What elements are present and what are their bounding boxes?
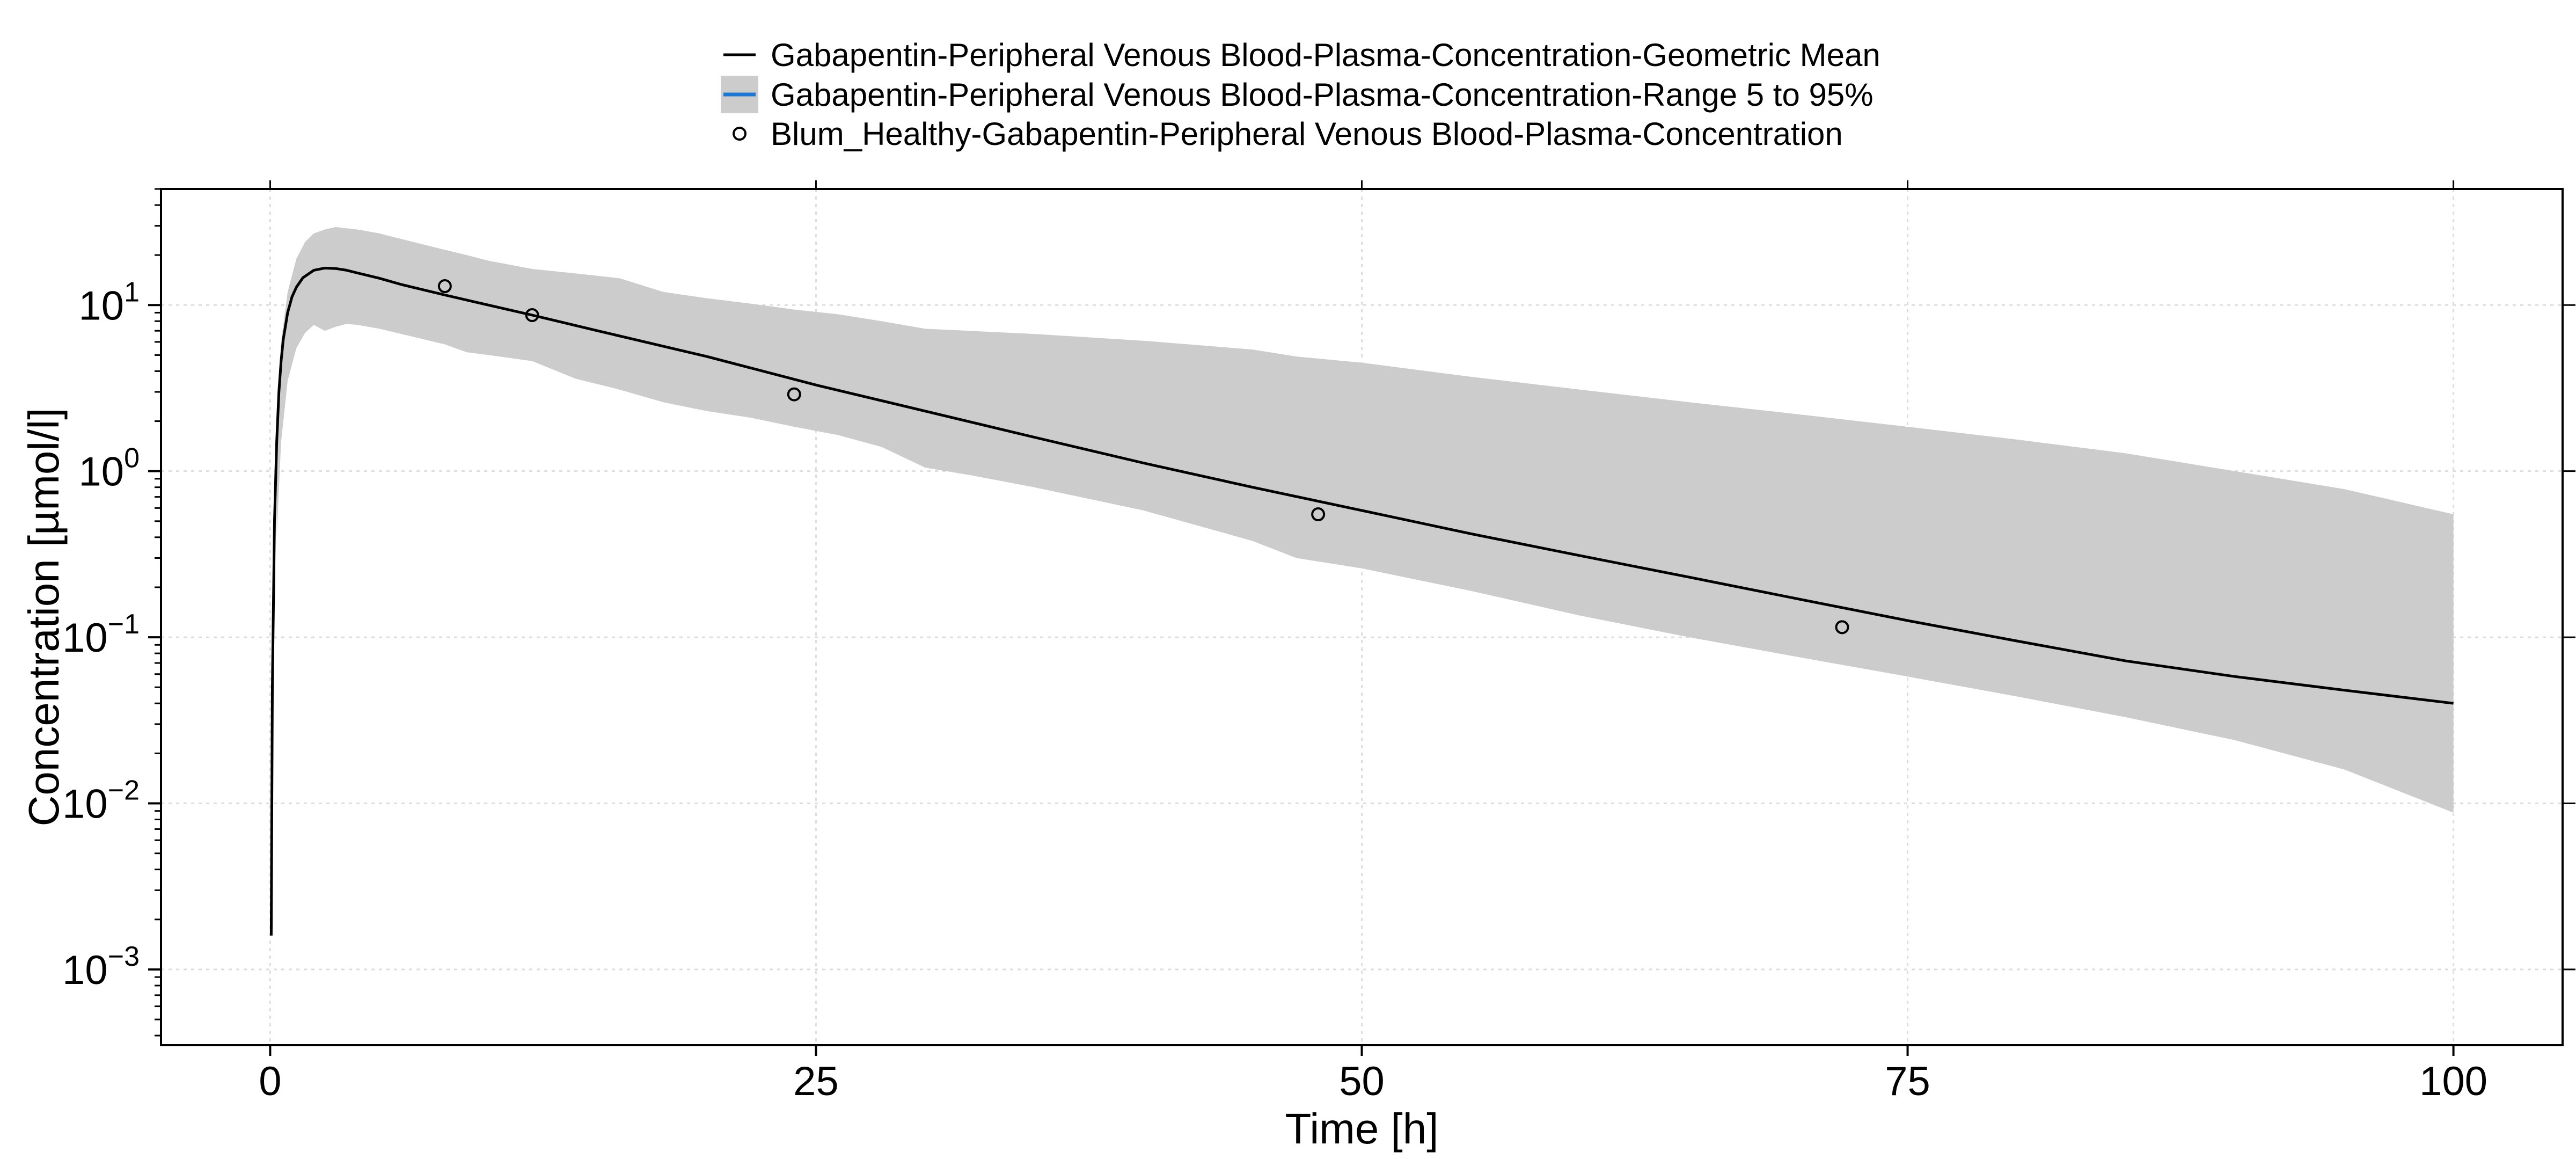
y-tick-label-2: 10−1 — [62, 609, 140, 661]
y-tick-label-0: 10−3 — [62, 941, 140, 993]
y-tick-label-exponent: 0 — [124, 443, 140, 474]
legend-label-geometric-mean: Gabapentin-Peripheral Venous Blood-Plasm… — [771, 37, 1880, 73]
legend: Gabapentin-Peripheral Venous Blood-Plasm… — [721, 37, 1880, 152]
legend-entry-range: Gabapentin-Peripheral Venous Blood-Plasm… — [721, 76, 1874, 113]
y-tick-label-base: 10 — [79, 283, 125, 329]
y-tick-label-3: 100 — [79, 443, 140, 495]
x-axis: 0 25 50 75 100 — [259, 180, 2487, 1104]
observed-points-layer — [437, 279, 1849, 635]
observed-point-4 — [1835, 620, 1849, 635]
y-tick-label-base: 10 — [62, 782, 108, 827]
observed-point-3 — [1311, 507, 1326, 522]
observed-point-1 — [525, 308, 539, 322]
legend-circle-symbol — [733, 127, 747, 141]
x-axis-title: Time [h] — [1285, 1105, 1439, 1153]
legend-label-observed: Blum_Healthy-Gabapentin-Peripheral Venou… — [771, 116, 1843, 152]
x-tick-label-2: 50 — [1339, 1059, 1385, 1104]
legend-entry-observed: Blum_Healthy-Gabapentin-Peripheral Venou… — [733, 116, 1843, 152]
y-tick-label-base: 10 — [79, 449, 125, 495]
legend-label-range: Gabapentin-Peripheral Venous Blood-Plasm… — [771, 77, 1874, 113]
y-tick-label-4: 101 — [79, 276, 140, 329]
legend-entry-geometric-mean: Gabapentin-Peripheral Venous Blood-Plasm… — [723, 37, 1880, 73]
observed-point-2 — [787, 387, 801, 402]
geometric-mean-line — [269, 266, 2454, 936]
x-tick-label-0: 0 — [259, 1059, 281, 1104]
y-tick-label-exponent: 1 — [124, 276, 140, 308]
range-band-layer — [276, 227, 2454, 813]
x-tick-label-1: 25 — [793, 1059, 839, 1104]
geometric-mean-layer — [269, 266, 2454, 936]
x-tick-label-4: 100 — [2419, 1059, 2487, 1104]
observed-point-0 — [437, 279, 452, 294]
y-tick-label-base: 10 — [62, 947, 108, 993]
y-tick-label-exponent: −2 — [108, 775, 140, 806]
y-tick-label-exponent: −1 — [108, 609, 140, 640]
range-band — [276, 227, 2454, 813]
y-tick-label-1: 10−2 — [62, 775, 140, 827]
y-axis-title: Concentration [µmol/l] — [20, 408, 68, 827]
y-tick-label-exponent: −3 — [108, 941, 140, 972]
y-tick-label-base: 10 — [62, 615, 108, 661]
x-tick-label-3: 75 — [1885, 1059, 1930, 1104]
